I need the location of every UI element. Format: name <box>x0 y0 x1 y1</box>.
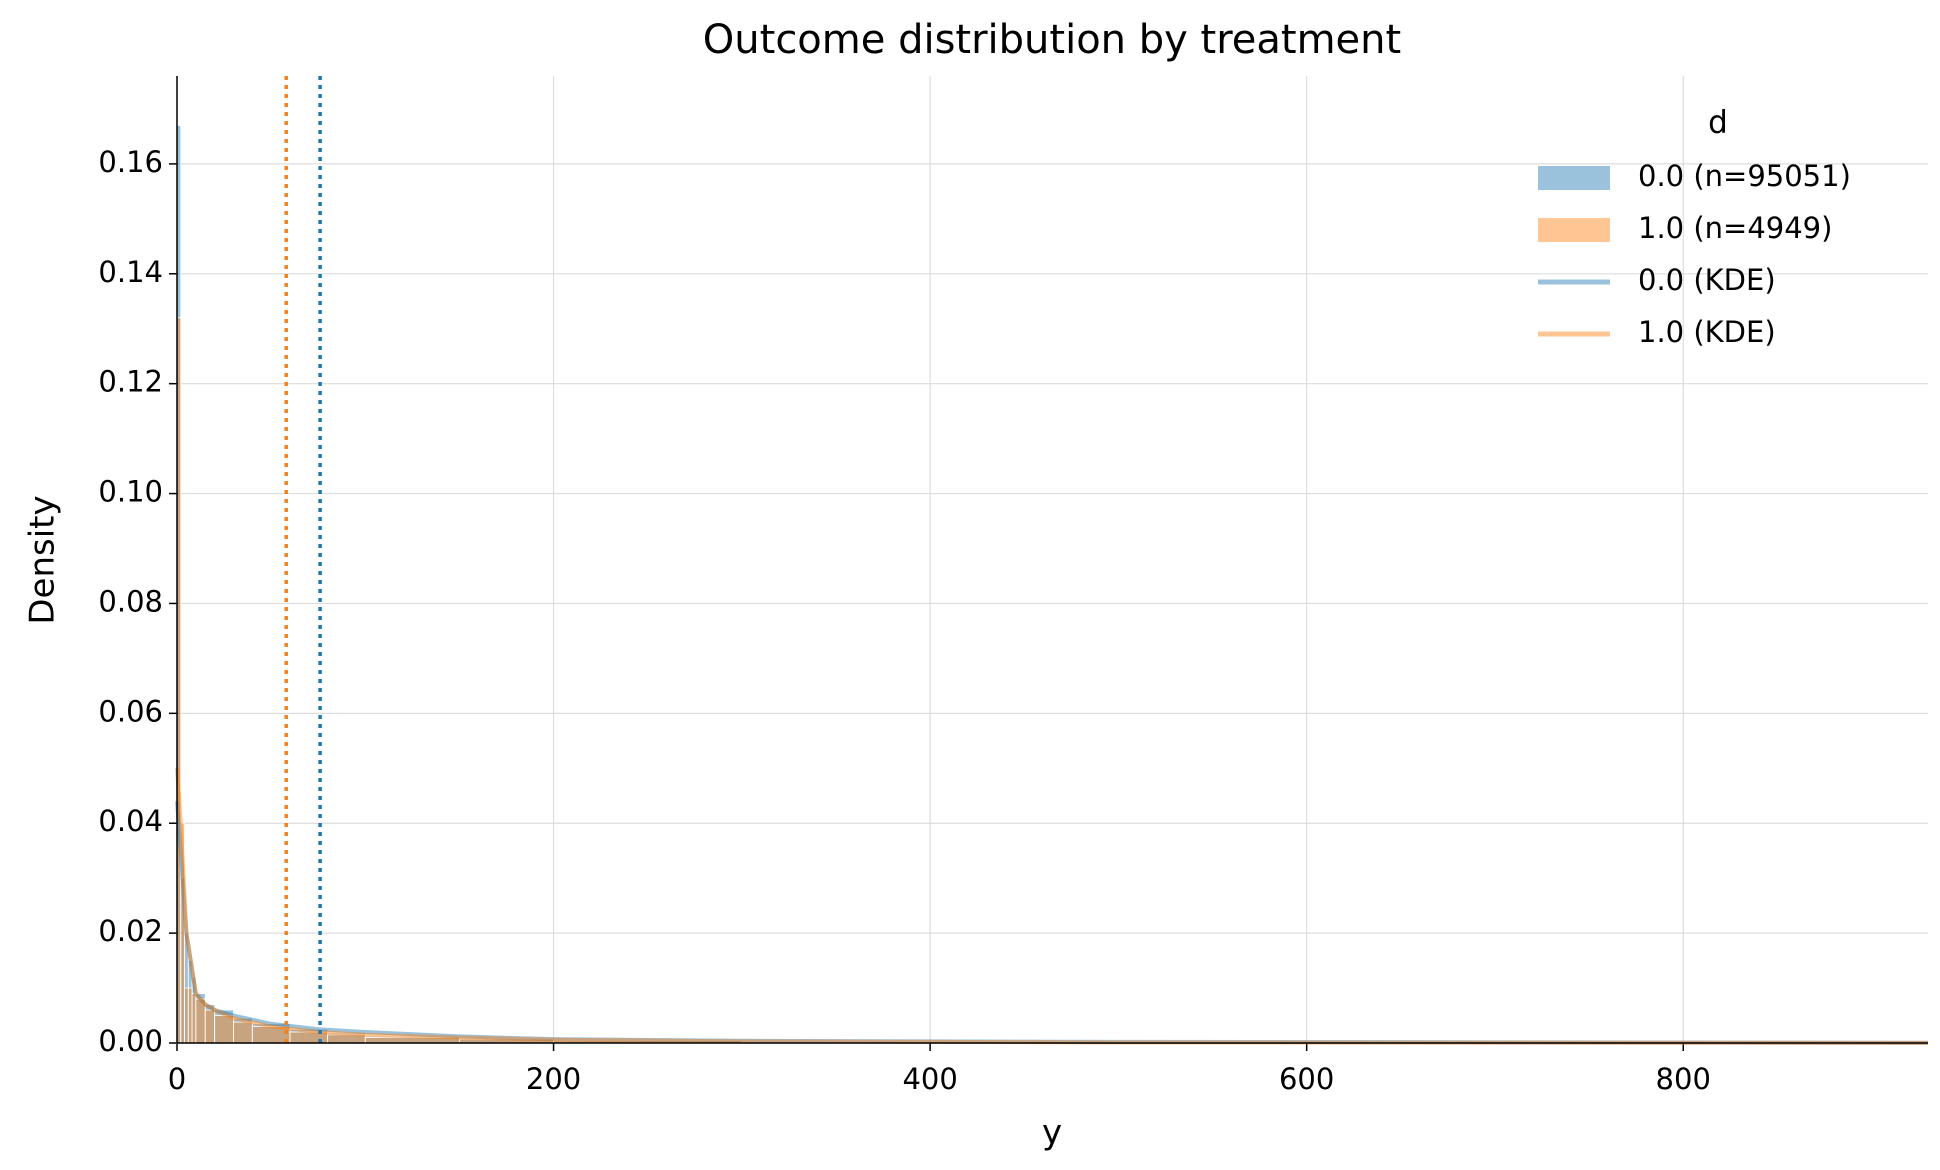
y-tick-label: 0.08 <box>98 584 163 618</box>
x-axis-label: y <box>1042 1113 1062 1153</box>
y-tick-label: 0.14 <box>98 255 163 289</box>
y-tick-label: 0.12 <box>98 365 163 399</box>
histogram-bar <box>191 993 197 1044</box>
chart-title: Outcome distribution by treatment <box>703 17 1401 63</box>
y-tick-label: 0.02 <box>98 914 163 948</box>
legend-label: 1.0 (KDE) <box>1638 315 1776 349</box>
kde-line <box>175 768 1929 1045</box>
y-tick-label: 0.10 <box>98 475 163 509</box>
histogram-bar <box>187 987 193 1044</box>
histogram-bar <box>214 1015 234 1044</box>
x-tick-label: 600 <box>1279 1062 1334 1096</box>
x-tick-label: 800 <box>1656 1062 1711 1096</box>
y-axis-label: Density <box>23 495 63 624</box>
legend-label: 1.0 (n=4949) <box>1638 211 1832 245</box>
y-tick-label: 0.04 <box>98 804 163 838</box>
legend-swatch <box>1538 166 1610 190</box>
y-tick-label: 0.16 <box>98 145 163 179</box>
histogram-bar <box>204 1009 216 1044</box>
x-tick-label: 0 <box>168 1062 186 1096</box>
legend-swatch <box>1538 218 1610 242</box>
legend-label: 0.0 (n=95051) <box>1638 159 1851 193</box>
kde-line <box>175 801 1929 1045</box>
legend-label: 0.0 (KDE) <box>1638 263 1776 297</box>
histogram-bar <box>184 987 189 1044</box>
y-tick-label: 0.00 <box>98 1024 163 1058</box>
histogram-bar <box>233 1021 253 1044</box>
x-tick-label: 400 <box>902 1062 957 1096</box>
legend-title: d <box>1708 105 1728 141</box>
x-tick-label: 200 <box>526 1062 581 1096</box>
y-tick-label: 0.06 <box>98 694 163 728</box>
